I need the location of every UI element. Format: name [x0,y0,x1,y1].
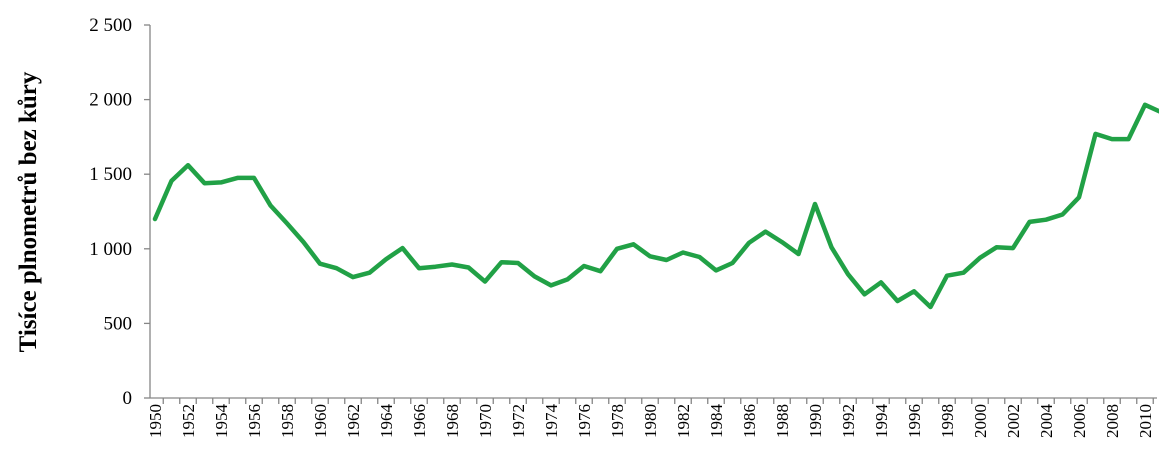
chart-axes [149,25,1157,399]
x-tick-label: 1984 [707,404,726,439]
x-tick-label: 1974 [542,404,561,439]
x-tick-label: 1958 [278,404,297,438]
x-tick-label: 1996 [905,404,924,438]
y-tick-label: 2 500 [89,15,132,36]
x-tick-label: 1994 [872,404,891,439]
x-tick-label: 1968 [443,404,462,438]
x-tick-label: 2010 [1136,404,1155,438]
x-tick-label: 1960 [311,404,330,438]
x-tick-label: 1956 [245,404,264,438]
x-tick-label: 1980 [641,404,660,438]
x-tick-label: 1986 [740,404,759,438]
series-line [152,102,1159,310]
y-tick-label: 500 [104,313,133,334]
y-axis-title: Tisíce plnometrů bez kůry [15,71,42,352]
x-tick-label: 2008 [1103,404,1122,438]
y-tick-label: 1 000 [89,239,132,260]
x-tick-label: 2006 [1070,404,1089,438]
x-tick-label: 1988 [773,404,792,438]
x-tick-label: 2000 [971,404,990,438]
y-axis-ticks: 0 500 1 000 1 500 2 000 2 500 [89,15,150,409]
x-tick-label: 1962 [344,404,363,438]
x-tick-label: 1952 [179,404,198,438]
x-tick-label: 2004 [1037,404,1056,439]
x-tick-label: 1978 [608,404,627,438]
x-tick-label: 1970 [476,404,495,438]
x-tick-label: 1990 [806,404,825,438]
y-tick-label: 1 500 [89,164,132,185]
x-tick-label: 1954 [212,404,231,439]
y-tick-label: 0 [123,388,133,409]
x-tick-label: 1998 [938,404,957,438]
x-tick-label: 1982 [674,404,693,438]
x-tick-label: 1950 [146,404,165,438]
y-tick-label: 2 000 [89,90,132,111]
series-layer [152,102,1159,310]
x-axis-ticks: 1950 1952 1954 1956 1958 1960 1962 1964 1966 1968… [146,398,1155,439]
x-tick-label: 1992 [839,404,858,438]
x-tick-label: 1966 [410,404,429,438]
x-tick-label: 2002 [1004,404,1023,438]
x-tick-label: 1976 [575,404,594,438]
x-tick-label: 1972 [509,404,528,438]
x-tick-label: 1964 [377,404,396,439]
